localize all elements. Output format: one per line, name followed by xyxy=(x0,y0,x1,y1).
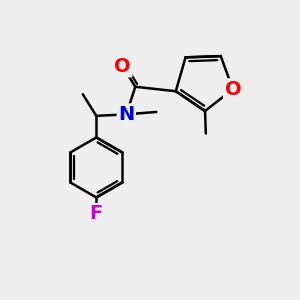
Text: F: F xyxy=(90,205,103,224)
Text: N: N xyxy=(118,105,134,124)
Text: O: O xyxy=(224,80,241,99)
Text: O: O xyxy=(114,57,131,76)
